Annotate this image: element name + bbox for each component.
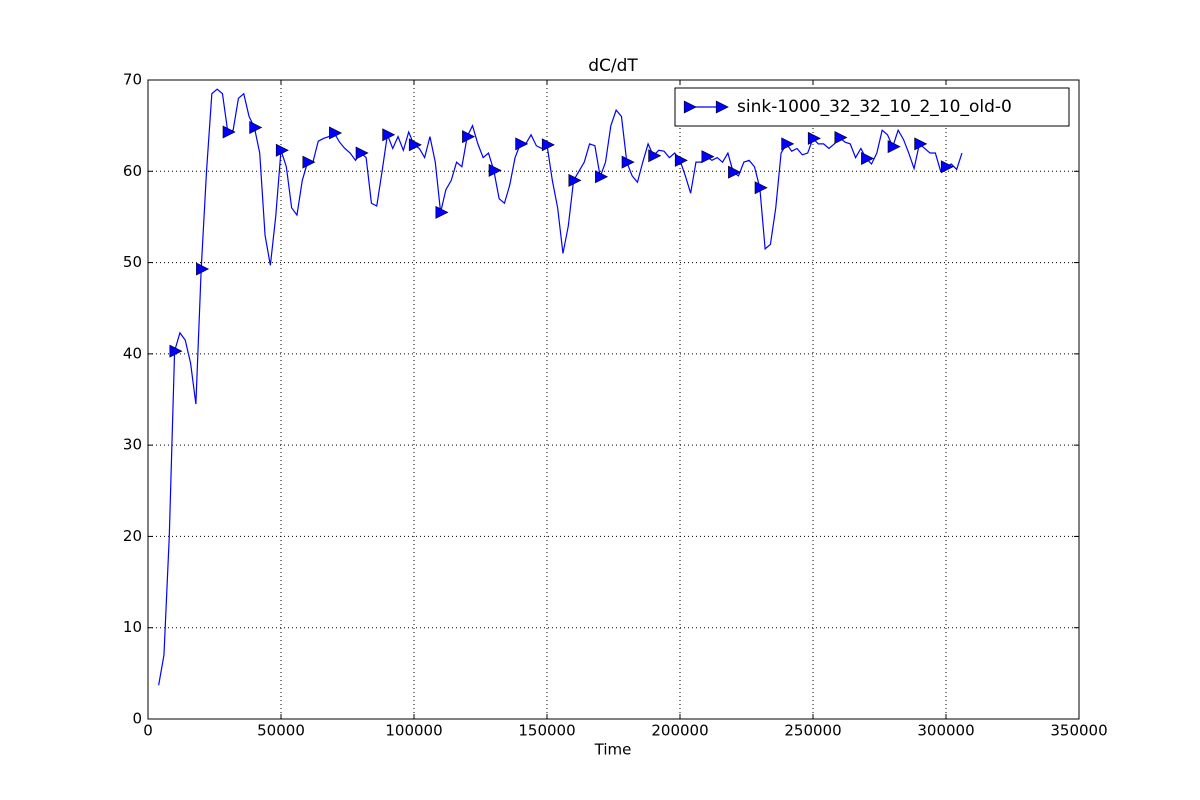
x-tick-label: 100000 <box>385 722 442 740</box>
y-tick-label: 60 <box>123 162 142 180</box>
data-line <box>158 88 963 686</box>
data-marker <box>807 131 821 145</box>
y-tick-label: 20 <box>123 527 142 545</box>
data-marker <box>914 137 928 151</box>
data-marker <box>329 126 343 140</box>
data-marker <box>781 137 795 151</box>
chart-title: dC/dT <box>588 56 638 76</box>
y-tick-label: 10 <box>123 618 142 636</box>
data-marker <box>861 152 875 165</box>
data-marker <box>435 205 449 219</box>
data-marker <box>541 138 555 152</box>
legend-box <box>674 87 1070 127</box>
data-marker <box>648 149 662 163</box>
y-tick-label: 50 <box>123 253 142 271</box>
data-marker <box>940 160 954 174</box>
data-marker <box>196 262 210 276</box>
data-marker <box>595 170 609 184</box>
plot-frame <box>147 79 1080 720</box>
data-marker <box>249 120 263 134</box>
data-marker <box>355 146 369 160</box>
data-marker <box>887 140 901 154</box>
x-tick-label: 50000 <box>257 722 305 740</box>
data-marker <box>222 125 236 139</box>
data-marker <box>515 137 529 151</box>
data-marker <box>488 163 502 177</box>
data-marker <box>408 138 422 152</box>
x-axis-label: Time <box>594 741 632 759</box>
data-marker <box>728 165 742 179</box>
data-marker <box>169 344 183 358</box>
y-tick-label: 0 <box>132 710 142 728</box>
legend-label: sink-1000_32_32_10_2_10_old-0 <box>737 97 1012 117</box>
data-marker <box>621 155 635 169</box>
y-tick-label: 30 <box>123 436 142 454</box>
x-tick-label: 150000 <box>518 722 575 740</box>
data-marker <box>568 173 582 187</box>
x-tick-label: 200000 <box>651 722 708 740</box>
data-marker <box>275 143 289 157</box>
data-marker <box>834 131 848 144</box>
y-tick-label: 40 <box>123 344 142 362</box>
x-tick-label: 250000 <box>784 722 841 740</box>
x-tick-label: 300000 <box>917 722 974 740</box>
data-marker <box>462 130 476 144</box>
data-marker <box>701 150 715 164</box>
legend-marker <box>683 100 697 114</box>
data-marker <box>302 155 316 169</box>
data-marker <box>382 128 396 142</box>
y-tick-label: 70 <box>123 71 142 89</box>
x-tick-label: 0 <box>143 722 153 740</box>
x-tick-label: 350000 <box>1050 722 1107 740</box>
data-marker <box>754 181 768 195</box>
data-marker <box>674 153 688 167</box>
legend-marker <box>715 100 729 114</box>
